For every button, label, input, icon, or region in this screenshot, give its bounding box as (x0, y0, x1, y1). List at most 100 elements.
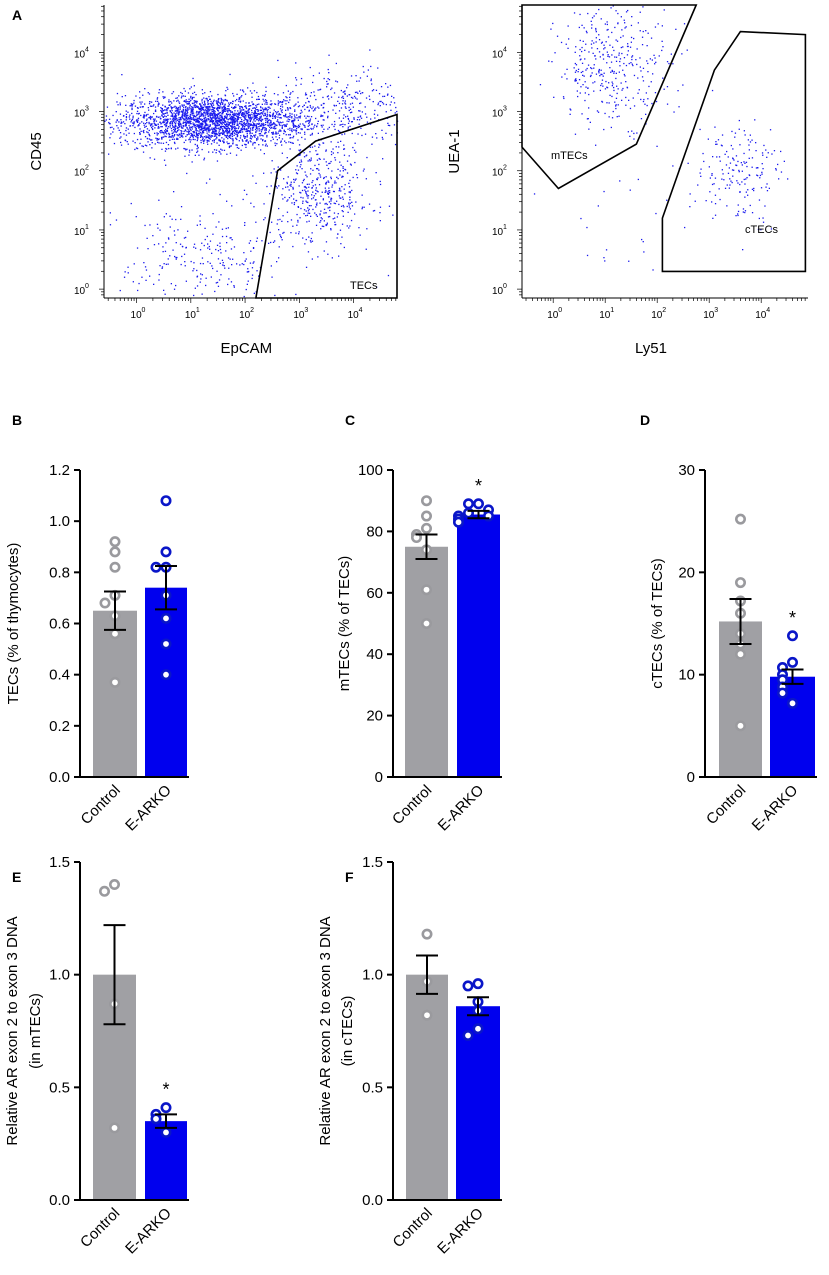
scatter-point (247, 130, 250, 132)
scatter-point (346, 205, 348, 208)
scatter-point (174, 125, 176, 128)
scatter-point (248, 105, 250, 107)
scatter-point (167, 108, 169, 110)
flow-panel-A1: A10 0 10 1 10 2 10 3 10 410 010 110 210 310 4EpCAMCD45… (12, 5, 399, 357)
scatter-point (244, 114, 246, 117)
scatter-point (639, 11, 641, 13)
scatter-point (227, 143, 229, 145)
scatter-point (748, 149, 750, 151)
gate-tecs (254, 113, 398, 299)
scatter-point (119, 113, 122, 115)
scatter-point (191, 134, 193, 137)
scatter-point (293, 203, 295, 206)
bar-e-arko (456, 1006, 500, 1200)
scatter-point (188, 121, 190, 123)
scatter-point (173, 112, 175, 114)
scatter-point (622, 69, 624, 71)
scatter-point (745, 178, 747, 180)
scatter-point (316, 202, 318, 204)
scatter-point (189, 113, 192, 115)
scatter-point (164, 96, 166, 99)
scatter-point (666, 86, 669, 88)
scatter-point (319, 174, 321, 176)
scatter-point (194, 106, 197, 109)
scatter-point (639, 66, 641, 68)
scatter-point (618, 115, 620, 117)
scatter-point (315, 189, 317, 191)
scatter-point (228, 135, 230, 137)
scatter-point (213, 128, 216, 131)
scatter-point (200, 110, 202, 112)
scatter-point (350, 164, 352, 166)
scatter-point (287, 199, 289, 201)
scatter-point (210, 100, 212, 103)
scatter-point (373, 209, 376, 212)
scatter-point (694, 200, 696, 202)
scatter-point (198, 124, 200, 126)
scatter-point (239, 121, 241, 123)
scatter-point (291, 116, 293, 118)
scatter-point (201, 148, 203, 151)
scatter-point (183, 100, 185, 102)
scatter-point (227, 88, 229, 90)
scatter-point (287, 128, 289, 130)
scatter-point (617, 22, 619, 24)
scatter-point (149, 105, 152, 107)
scatter-point (603, 72, 605, 74)
scatter-point (327, 115, 329, 117)
scatter-point (228, 124, 230, 127)
scatter-point (182, 112, 184, 115)
scatter-point (607, 36, 610, 38)
scatter-point (251, 277, 253, 280)
scatter-point (574, 133, 577, 135)
scatter-point (174, 128, 176, 130)
scatter-point (173, 106, 175, 108)
scatter-point (390, 109, 392, 111)
scatter-point (234, 110, 236, 112)
scatter-point (184, 129, 187, 131)
scatter-point (109, 137, 111, 139)
scatter-point (220, 125, 222, 128)
category-label: E-ARKO (749, 782, 802, 835)
scatter-point (188, 102, 190, 104)
scatter-point (293, 202, 296, 204)
scatter-point (261, 119, 263, 121)
scatter-point (625, 64, 628, 67)
scatter-point (301, 128, 303, 130)
scatter-point (615, 77, 617, 80)
scatter-point (190, 126, 192, 128)
scatter-point (762, 221, 765, 223)
scatter-point (221, 106, 223, 108)
scatter-point (169, 226, 171, 228)
scatter-point (230, 133, 232, 135)
category-label: Control (389, 782, 435, 828)
scatter-point (108, 153, 110, 155)
scatter-point (589, 75, 592, 78)
scatter-point (366, 156, 368, 159)
scatter-point (142, 145, 144, 148)
scatter-point (250, 123, 252, 125)
scatter-point (309, 134, 312, 136)
scatter-point (678, 106, 680, 108)
scatter-point (172, 116, 174, 118)
scatter-point (614, 56, 616, 58)
scatter-point (672, 165, 674, 167)
scatter-point (574, 78, 577, 81)
scatter-point (348, 155, 350, 157)
scatter-point (355, 75, 357, 77)
scatter-point (222, 133, 224, 135)
scatter-point (759, 177, 761, 179)
scatter-point (293, 129, 295, 131)
scatter-point (252, 107, 254, 109)
scatter-point (191, 108, 194, 110)
scatter-point (305, 102, 307, 104)
scatter-point (303, 186, 306, 188)
scatter-point (200, 123, 203, 126)
scatter-point (231, 128, 233, 130)
scatter-point (281, 144, 283, 146)
scatter-point (171, 118, 174, 120)
scatter-point (300, 109, 302, 111)
scatter-point (263, 95, 266, 97)
scatter-point (257, 110, 259, 113)
scatter-point (257, 138, 259, 140)
